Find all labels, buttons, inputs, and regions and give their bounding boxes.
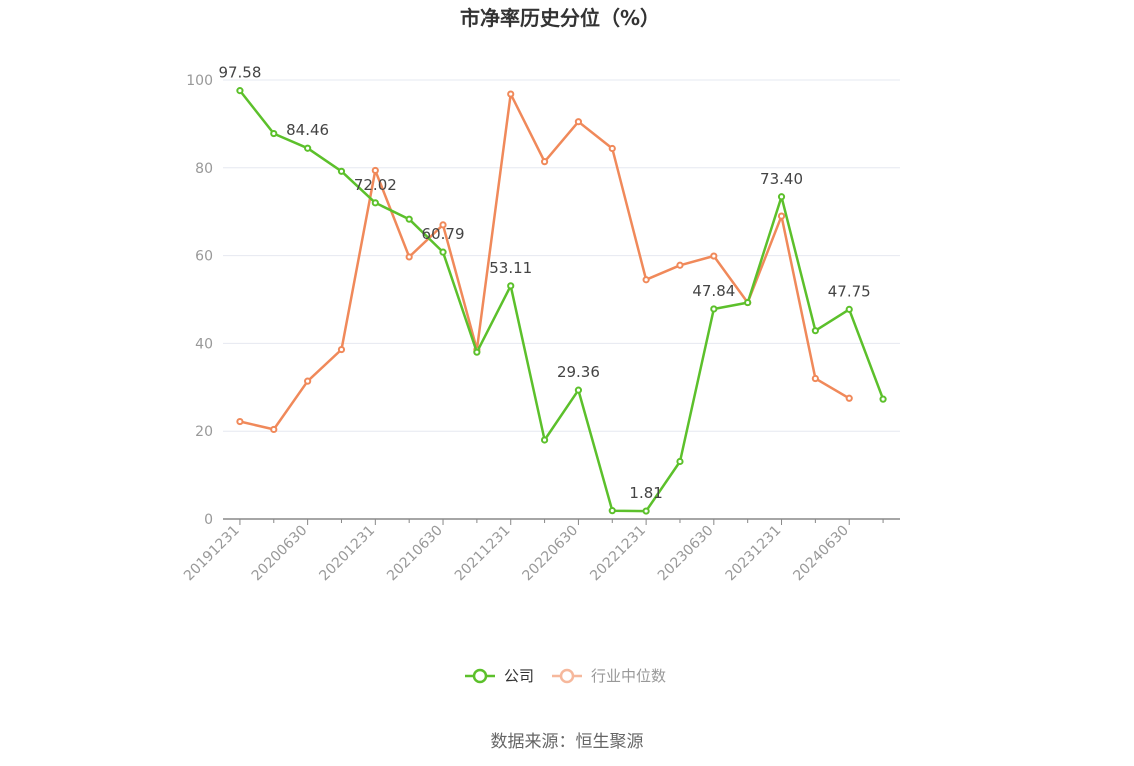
data-label: 84.46	[286, 121, 329, 139]
data-point	[270, 425, 278, 434]
data-point	[608, 144, 616, 153]
y-tick-label: 60	[195, 249, 213, 265]
data-label: 73.40	[760, 170, 803, 188]
series-layer	[236, 87, 887, 515]
data-labels: 97.58 84.46 72.02 60.79 53.11 29.36 1.81 47.84 7…	[218, 64, 870, 502]
data-point	[608, 507, 616, 515]
data-point	[744, 298, 752, 307]
data-label: 72.02	[354, 176, 397, 194]
x-tick-label: 20210630	[384, 523, 446, 585]
x-tick-label: 20240630	[790, 523, 852, 585]
data-point	[236, 417, 244, 426]
y-tick-label: 40	[195, 336, 213, 352]
x-axis: 20191231 20200630 20201231 20210630 20211231…	[181, 518, 900, 585]
data-point	[879, 395, 887, 403]
y-axis: 0 20 40 60 80 100	[186, 73, 213, 528]
legend-marker	[472, 668, 488, 684]
data-point	[845, 305, 853, 313]
data-label: 60.79	[422, 225, 465, 243]
data-point	[710, 305, 718, 313]
data-point	[270, 129, 278, 138]
x-tick-label: 20230630	[655, 523, 717, 585]
data-point	[371, 166, 379, 175]
data-point	[574, 118, 583, 126]
data-point	[304, 144, 312, 152]
data-point	[811, 374, 819, 383]
data-point	[540, 436, 549, 444]
data-point	[710, 252, 718, 260]
data-label: 47.84	[692, 282, 735, 300]
data-point	[642, 276, 650, 284]
x-tick-label: 20211231	[452, 523, 514, 585]
series-line	[238, 89, 885, 513]
data-point	[676, 457, 684, 466]
data-point	[845, 394, 853, 402]
y-tick-label: 0	[204, 512, 213, 528]
data-point	[777, 212, 786, 220]
data-point	[236, 87, 244, 95]
y-tick-label: 100	[186, 73, 213, 89]
legend-label: 公司	[504, 667, 534, 685]
x-tick-label: 20220630	[520, 523, 582, 585]
x-tick-label: 20200630	[249, 523, 311, 585]
x-tick-label: 20191231	[181, 523, 243, 585]
data-point	[439, 221, 447, 229]
data-label: 1.81	[629, 484, 662, 502]
series-line	[239, 92, 850, 431]
x-tick-label: 20221231	[587, 523, 649, 585]
data-label: 47.75	[828, 282, 871, 300]
data-point	[337, 345, 346, 354]
y-tick-label: 20	[195, 424, 213, 440]
x-tick-label: 20231231	[723, 523, 785, 585]
data-point	[473, 348, 481, 356]
legend-label: 行业中位数	[591, 667, 666, 685]
data-point	[574, 386, 583, 394]
data-point	[642, 507, 650, 515]
data-point	[371, 199, 379, 207]
legend: 公司 行业中位数	[465, 667, 666, 685]
data-point	[337, 167, 346, 175]
chart-title: 市净率历史分位（%）	[460, 6, 660, 30]
data-point	[405, 253, 413, 261]
data-label: 97.58	[218, 64, 261, 82]
data-point	[540, 158, 549, 166]
data-point	[439, 248, 447, 256]
data-point	[507, 282, 515, 290]
data-label: 29.36	[557, 363, 600, 381]
source-note: 数据来源：恒生聚源	[491, 732, 644, 752]
data-label: 53.11	[489, 259, 532, 277]
x-tick-label: 20201231	[316, 523, 378, 585]
data-point	[304, 377, 312, 385]
data-point	[676, 261, 684, 269]
data-point	[811, 327, 819, 335]
data-point	[777, 193, 786, 201]
data-point	[405, 215, 413, 223]
data-point	[507, 90, 515, 98]
legend-marker	[559, 668, 575, 684]
y-tick-label: 80	[195, 161, 213, 177]
